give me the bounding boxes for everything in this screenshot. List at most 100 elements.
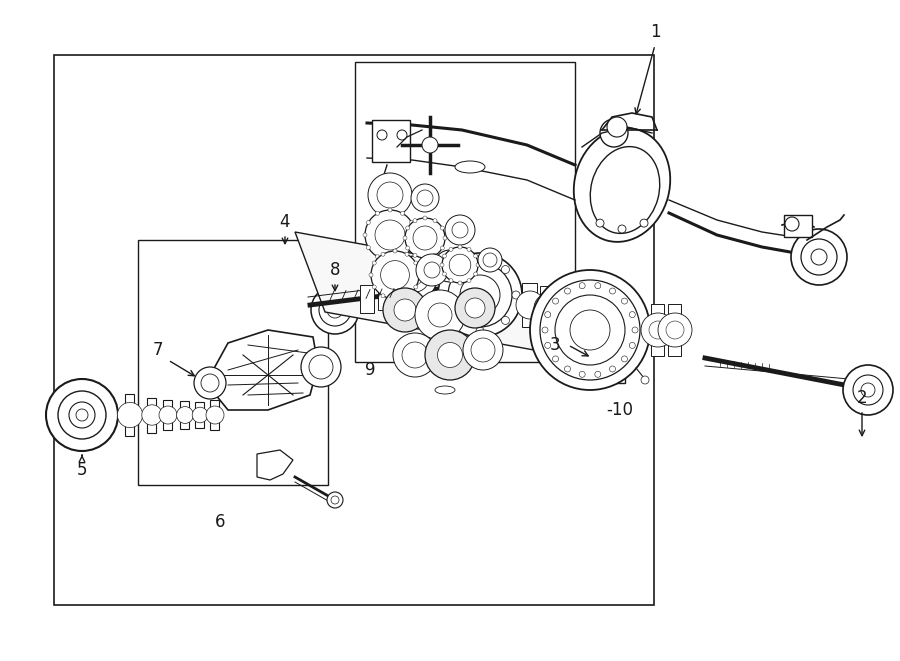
Circle shape (440, 246, 445, 250)
Circle shape (206, 406, 224, 424)
Circle shape (413, 226, 437, 250)
Circle shape (176, 407, 194, 424)
Circle shape (441, 257, 459, 275)
Circle shape (413, 219, 417, 223)
Circle shape (301, 347, 341, 387)
Circle shape (460, 275, 500, 315)
Circle shape (406, 246, 410, 250)
Circle shape (438, 253, 522, 337)
Circle shape (433, 253, 437, 257)
Circle shape (159, 406, 177, 424)
Bar (355, 62, 575, 362)
Circle shape (400, 212, 404, 215)
Circle shape (424, 262, 440, 278)
Circle shape (423, 256, 427, 260)
Circle shape (417, 273, 421, 277)
Circle shape (467, 278, 471, 283)
Circle shape (641, 313, 675, 347)
Circle shape (607, 117, 627, 137)
Circle shape (658, 313, 692, 347)
Bar (372, 120, 410, 162)
Circle shape (381, 260, 410, 290)
Circle shape (853, 375, 883, 405)
Circle shape (570, 310, 610, 350)
Circle shape (415, 290, 465, 340)
Circle shape (445, 343, 455, 353)
Circle shape (402, 342, 428, 368)
Circle shape (471, 338, 495, 362)
Circle shape (553, 356, 559, 362)
Circle shape (473, 254, 478, 258)
Circle shape (438, 336, 462, 360)
Circle shape (366, 221, 370, 225)
Circle shape (641, 376, 649, 384)
Bar (395, 288, 405, 310)
Circle shape (483, 253, 497, 267)
Bar (195, 402, 204, 428)
Circle shape (600, 119, 628, 147)
Circle shape (861, 383, 875, 397)
Circle shape (383, 288, 427, 332)
Circle shape (622, 298, 627, 304)
Text: 7: 7 (153, 341, 163, 359)
Circle shape (425, 330, 475, 380)
Circle shape (571, 329, 579, 337)
Circle shape (319, 294, 351, 326)
Circle shape (368, 173, 412, 217)
Circle shape (640, 219, 648, 227)
Polygon shape (295, 232, 545, 352)
Circle shape (564, 288, 571, 294)
Circle shape (417, 190, 433, 206)
Circle shape (448, 263, 512, 327)
Text: 5: 5 (76, 461, 87, 479)
Circle shape (388, 208, 392, 212)
Circle shape (458, 281, 462, 285)
Circle shape (381, 293, 385, 298)
Circle shape (455, 288, 495, 328)
Circle shape (530, 270, 650, 390)
Circle shape (534, 294, 562, 322)
Circle shape (433, 219, 437, 223)
Circle shape (377, 182, 403, 208)
Circle shape (375, 212, 380, 215)
Circle shape (393, 333, 437, 377)
Circle shape (473, 272, 478, 276)
Circle shape (388, 258, 392, 262)
Bar (180, 401, 189, 429)
Circle shape (629, 311, 635, 317)
Circle shape (544, 311, 551, 317)
Text: 8: 8 (329, 261, 340, 279)
Circle shape (791, 229, 847, 285)
Text: -10: -10 (607, 401, 634, 419)
Circle shape (451, 266, 458, 274)
Circle shape (201, 374, 219, 392)
Circle shape (564, 366, 571, 372)
Circle shape (458, 245, 462, 249)
Circle shape (46, 379, 118, 451)
Circle shape (478, 248, 502, 272)
Circle shape (400, 254, 404, 258)
Bar (540, 286, 555, 330)
Circle shape (811, 249, 827, 265)
Bar (784, 215, 812, 237)
Text: 6: 6 (215, 513, 225, 531)
Circle shape (465, 298, 485, 318)
Circle shape (437, 342, 463, 368)
Circle shape (405, 218, 445, 258)
Circle shape (609, 366, 616, 372)
Circle shape (501, 266, 509, 274)
Circle shape (555, 295, 625, 365)
Circle shape (373, 285, 376, 289)
Bar (138, 240, 328, 485)
Bar (668, 304, 681, 356)
Circle shape (413, 253, 417, 257)
Circle shape (591, 349, 603, 361)
Circle shape (371, 251, 419, 299)
Circle shape (553, 298, 559, 304)
Circle shape (595, 371, 601, 377)
Circle shape (117, 403, 142, 428)
Circle shape (440, 226, 445, 230)
Circle shape (445, 215, 475, 245)
Circle shape (408, 271, 422, 285)
Circle shape (666, 321, 684, 339)
